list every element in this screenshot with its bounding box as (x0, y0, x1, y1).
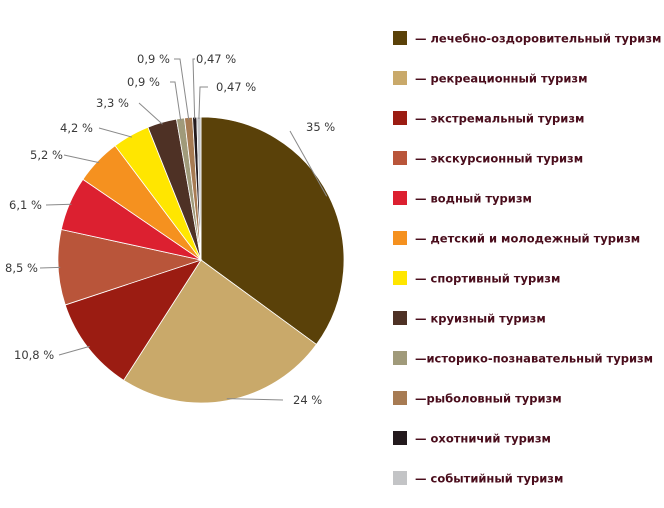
legend-label: — лечебно-оздоровительный туризм (415, 32, 661, 46)
legend-label: — событийный туризм (415, 472, 563, 486)
leader-line (289, 130, 328, 197)
legend-swatch (393, 111, 407, 125)
legend-swatch (393, 471, 407, 485)
legend-swatch (393, 191, 407, 205)
data-label: 5,2 % (30, 148, 63, 162)
data-label: 0,9 % (127, 75, 160, 89)
pie-slice (200, 116, 345, 346)
leader-line (138, 102, 163, 125)
legend-swatch (393, 71, 407, 85)
data-label: 24 % (293, 393, 322, 407)
value-labels: 35 % 24 % 10,8 % 8,5 % 6,1 % 5,2 % 4,2 %3,3 % 0… (5, 52, 335, 407)
data-label: 3,3 % (96, 96, 129, 110)
legend-label: —рыболовный туризм (415, 392, 562, 406)
leader-line (192, 58, 196, 120)
legend-swatch (393, 271, 407, 285)
data-label: 6,1 % (9, 198, 42, 212)
legend-label: —историко-познавательный туризм (415, 352, 653, 366)
legend-swatch (393, 231, 407, 245)
legend-label: — спортивный туризм (415, 272, 560, 286)
leader-line (226, 398, 284, 401)
legend-swatch (393, 431, 407, 445)
legend-swatch (393, 151, 407, 165)
leader-line (198, 86, 208, 120)
data-label: 10,8 % (14, 348, 54, 362)
data-label: 0,47 % (216, 80, 256, 94)
data-label: 8,5 % (5, 261, 38, 275)
leader-line (63, 154, 100, 164)
data-label: 4,2 % (60, 121, 93, 135)
legend-label: — водный туризм (415, 192, 532, 206)
data-label: 0,47 % (196, 52, 236, 66)
legend-label: — круизный туризм (415, 312, 546, 326)
leader-lines (39, 58, 328, 401)
legend-swatch (393, 351, 407, 365)
pie-slices (57, 116, 345, 404)
legend-swatch (393, 391, 407, 405)
legend-label: — детский и молодежный туризм (415, 232, 640, 246)
legend-label: — охотничий туризм (415, 432, 551, 446)
legend-swatch (393, 311, 407, 325)
legend-swatch (393, 31, 407, 45)
pie-slice (123, 259, 317, 404)
leader-line (45, 203, 72, 206)
leader-line (170, 81, 182, 121)
legend: — лечебно-оздоровительный туризм — рекреа… (393, 31, 661, 486)
leader-line (39, 266, 61, 269)
pie-slice (64, 259, 202, 381)
data-label: 0,9 % (137, 52, 170, 66)
legend-label: — экскурсионный туризм (415, 152, 583, 166)
legend-label: — экстремальный туризм (415, 112, 584, 126)
leader-line (58, 345, 90, 356)
legend-label: — рекреационный туризм (415, 72, 588, 86)
leader-line (98, 127, 133, 138)
leader-line (174, 58, 190, 120)
data-label: 35 % (306, 120, 335, 134)
